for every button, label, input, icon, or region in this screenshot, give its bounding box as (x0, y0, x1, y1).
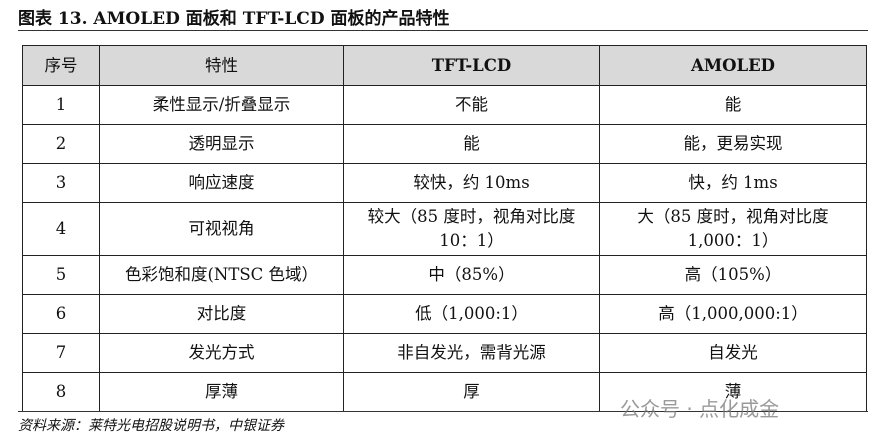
table-cell: 不能 (343, 85, 600, 125)
table-cell: 响应速度 (99, 163, 344, 203)
table-cell: 自发光 (599, 333, 867, 373)
table-cell: 色彩饱和度(NTSC 色域） (99, 255, 344, 295)
table-cell: 柔性显示/折叠显示 (99, 85, 344, 125)
table-cell: 1 (22, 85, 100, 125)
table: 序号 特性 TFT-LCD AMOLED 1 柔性显示/折叠显示 不能能 2 透明显示能能，更… (22, 45, 867, 412)
table-cell: 大（85 度时，视角对比度 1,000：1） (599, 202, 867, 256)
header-row: 序号 特性 TFT-LCD AMOLED (22, 45, 867, 86)
column-header: 序号 (22, 45, 100, 86)
table-row: 5 色彩饱和度(NTSC 色域） 中（85%） 高（105%） (22, 255, 867, 295)
rule (18, 30, 868, 31)
table-cell: 对比度 (99, 294, 344, 334)
table-row: 3 响应速度 较快，约 10ms 快，约 1ms (22, 163, 867, 203)
table-cell: 较大（85 度时，视角对比度 10：1） (343, 202, 600, 256)
table-cell: 发光方式 (99, 333, 344, 373)
table-cell: 厚薄 (99, 372, 344, 412)
table-cell: 8 (22, 372, 100, 412)
table-cell: 可视视角 (99, 202, 344, 256)
table-row: 6 对比度 低（1,000:1） 高（1,000,000:1） (22, 294, 867, 334)
rule (18, 411, 868, 412)
table-cell: 能 (343, 124, 600, 164)
table-body: 1 柔性显示/折叠显示 不能能 2 透明显示能能，更易实现 3 响应速度 较快，约 10ms 快… (22, 85, 867, 412)
table-cell: 厚 (343, 372, 600, 412)
table-row: 4 可视视角 较大（85 度时，视角对比度 10：1） 大（85 度时，视角对比度 1… (22, 202, 867, 256)
table-cell: 6 (22, 294, 100, 334)
table-cell: 2 (22, 124, 100, 164)
table-row: 1 柔性显示/折叠显示 不能能 (22, 85, 867, 125)
source-note: 资料来源：莱特光电招股说明书，中银证券 (18, 418, 284, 434)
table-cell: 透明显示 (99, 124, 344, 164)
table-row: 7 发光方式 非自发光，需背光源 自发光 (22, 333, 867, 373)
table-cell: 高（1,000,000:1） (599, 294, 867, 334)
column-header: 特性 (99, 45, 344, 86)
table-cell: 中（85%） (343, 255, 600, 295)
table-cell: 高（105%） (599, 255, 867, 295)
table-row: 2 透明显示能能，更易实现 (22, 124, 867, 164)
table-cell: 能，更易实现 (599, 124, 867, 164)
table-cell: 较快，约 10ms (343, 163, 600, 203)
table-cell: 4 (22, 202, 100, 256)
column-header: TFT-LCD (343, 45, 600, 86)
title: 图表 13. AMOLED 面板和 TFT-LCD 面板的产品特性 (18, 9, 450, 29)
table-cell: 低（1,000:1） (343, 294, 600, 334)
table-cell: 快，约 1ms (599, 163, 867, 203)
table-cell: 3 (22, 163, 100, 203)
column-header: AMOLED (599, 45, 867, 86)
table-cell: 能 (599, 85, 867, 125)
table-cell: 非自发光，需背光源 (343, 333, 600, 373)
watermark: 公众号 · 点化成金 (620, 397, 780, 421)
table-cell: 7 (22, 333, 100, 373)
table-cell: 5 (22, 255, 100, 295)
